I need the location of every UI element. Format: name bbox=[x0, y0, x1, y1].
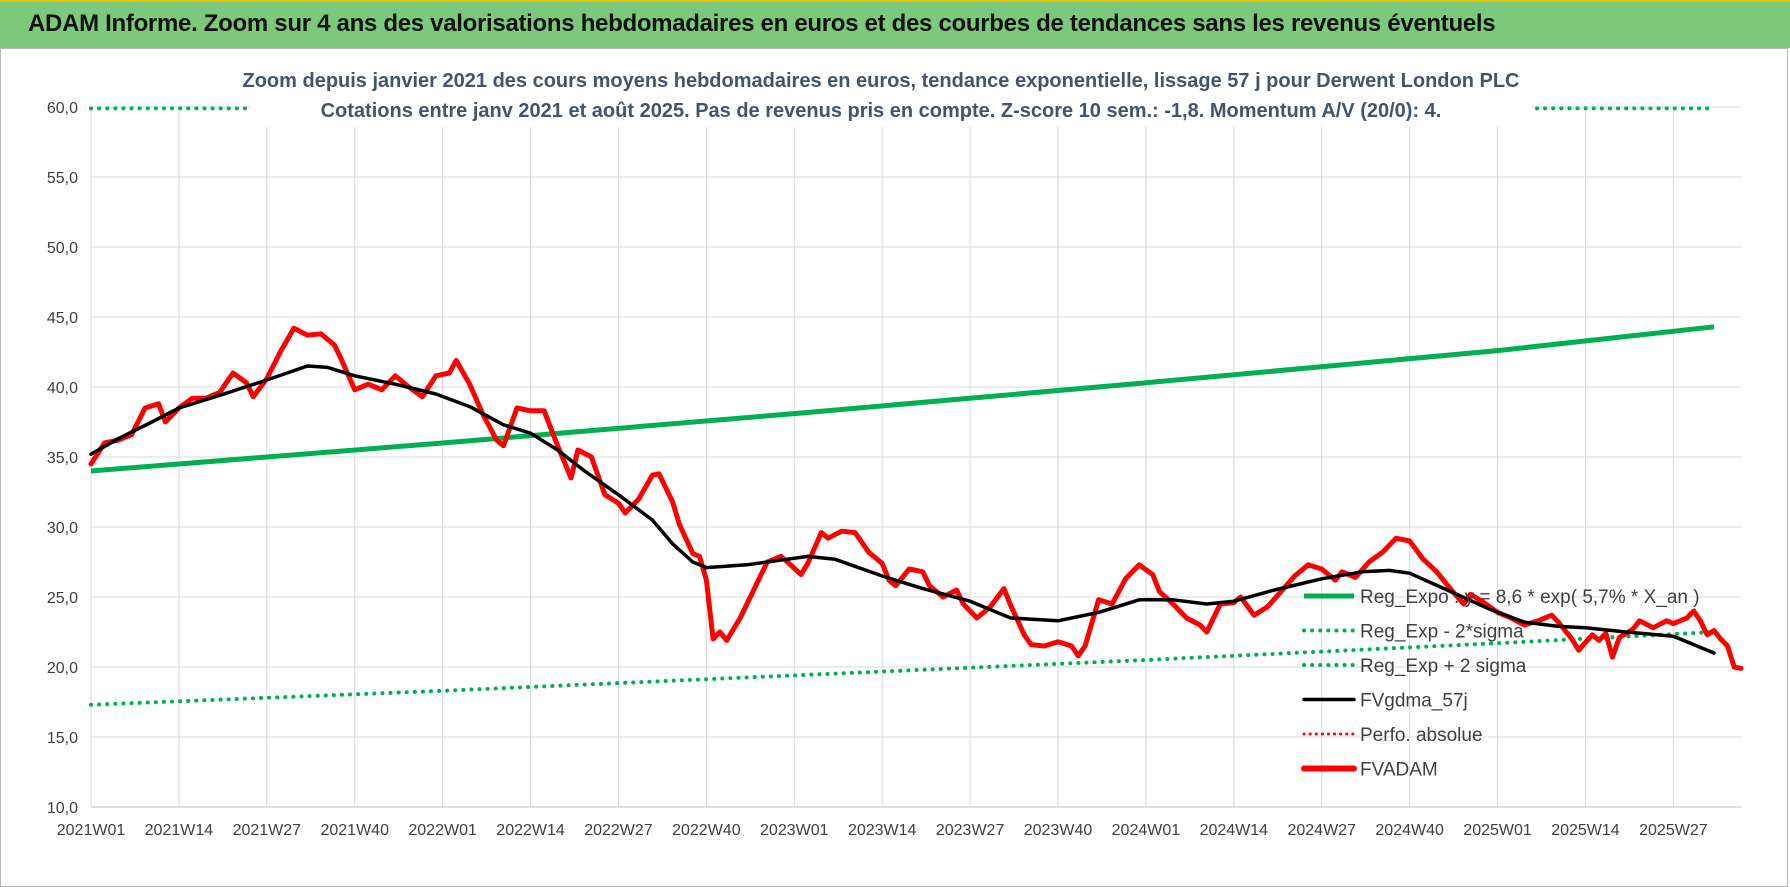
y-tick-label: 35,0 bbox=[47, 450, 78, 467]
x-tick-label: 2024W01 bbox=[1112, 822, 1181, 839]
x-tick-label: 2022W27 bbox=[584, 822, 653, 839]
x-tick-label: 2023W14 bbox=[848, 822, 917, 839]
legend-label-fvgdma-57j: FVgdma_57j bbox=[1360, 691, 1468, 712]
gridlines bbox=[90, 106, 1741, 808]
x-tick-label: 2021W01 bbox=[57, 822, 126, 839]
x-tick-label: 2024W27 bbox=[1287, 822, 1356, 839]
legend: Reg_Expo : y = 8,6 * exp( 5,7% * X_an ) R… bbox=[1301, 587, 1700, 781]
title-background bbox=[251, 61, 1531, 127]
x-tick-label: 2025W27 bbox=[1639, 822, 1708, 839]
legend-label-reg-exp-plus-2sigma: Reg_Exp + 2 sigma bbox=[1360, 656, 1527, 677]
series-reg-expo bbox=[90, 324, 1715, 474]
x-tick-label: 2023W27 bbox=[936, 822, 1005, 839]
x-tick-label: 2024W14 bbox=[1200, 822, 1269, 839]
y-tick-label: 25,0 bbox=[47, 590, 78, 607]
legend-label-fvadam: FVADAM bbox=[1360, 760, 1438, 781]
y-tick-label: 30,0 bbox=[47, 520, 78, 537]
chart-title: Zoom depuis janvier 2021 des cours moyen… bbox=[242, 70, 1519, 92]
x-tick-label: 2023W40 bbox=[1024, 822, 1093, 839]
chart-titles: Zoom depuis janvier 2021 des cours moyen… bbox=[242, 61, 1531, 127]
x-axis: 2021W01 2021W14 2021W27 2021W40 2022W01 2022W… bbox=[57, 806, 1741, 839]
y-tick-label: 50,0 bbox=[47, 240, 78, 257]
series-layer bbox=[88, 106, 1744, 707]
x-tick-label: 2022W14 bbox=[496, 822, 565, 839]
x-tick-label: 2025W14 bbox=[1551, 822, 1620, 839]
legend-label-perfo-absolue: Perfo. absolue bbox=[1360, 725, 1483, 746]
y-tick-label: 15,0 bbox=[47, 730, 78, 747]
y-tick-label: 40,0 bbox=[47, 380, 78, 397]
series-reg-exp-minus-2sigma bbox=[89, 630, 1716, 707]
chart-svg: 10,0 15,0 20,0 25,0 30,0 35,0 40,0 45,0 50,0 55,0… bbox=[47, 61, 1744, 839]
banner-title: ADAM Informe. Zoom sur 4 ans des valoris… bbox=[28, 10, 1496, 37]
chart-subtitle: Cotations entre janv 2021 et août 2025. … bbox=[321, 100, 1442, 122]
x-tick-label: 2024W40 bbox=[1375, 822, 1444, 839]
title-banner: ADAM Informe. Zoom sur 4 ans des valoris… bbox=[0, 0, 1790, 48]
x-tick-label: 2022W40 bbox=[672, 822, 741, 839]
series-fvadam bbox=[88, 325, 1744, 671]
y-axis: 10,0 15,0 20,0 25,0 30,0 35,0 40,0 45,0 50,0 55,0… bbox=[47, 100, 78, 817]
x-tick-label: 2023W01 bbox=[760, 822, 829, 839]
series-fvgdma-57j bbox=[89, 364, 1716, 655]
y-tick-label: 55,0 bbox=[47, 170, 78, 187]
legend-label-reg-expo: Reg_Expo : y = 8,6 * exp( 5,7% * X_an ) bbox=[1360, 587, 1700, 608]
x-tick-label: 2021W27 bbox=[233, 822, 302, 839]
y-tick-label: 60,0 bbox=[47, 100, 78, 117]
x-tick-label: 2021W40 bbox=[320, 822, 389, 839]
chart-frame: 10,0 15,0 20,0 25,0 30,0 35,0 40,0 45,0 50,0 55,0… bbox=[0, 48, 1788, 887]
legend-label-reg-exp-minus-2sigma: Reg_Exp - 2*sigma bbox=[1360, 622, 1524, 643]
x-tick-label: 2022W01 bbox=[408, 822, 477, 839]
x-tick-label: 2025W01 bbox=[1463, 822, 1532, 839]
y-tick-label: 45,0 bbox=[47, 310, 78, 327]
x-tick-label: 2021W14 bbox=[145, 822, 214, 839]
y-tick-label: 10,0 bbox=[47, 800, 78, 817]
y-tick-label: 20,0 bbox=[47, 660, 78, 677]
